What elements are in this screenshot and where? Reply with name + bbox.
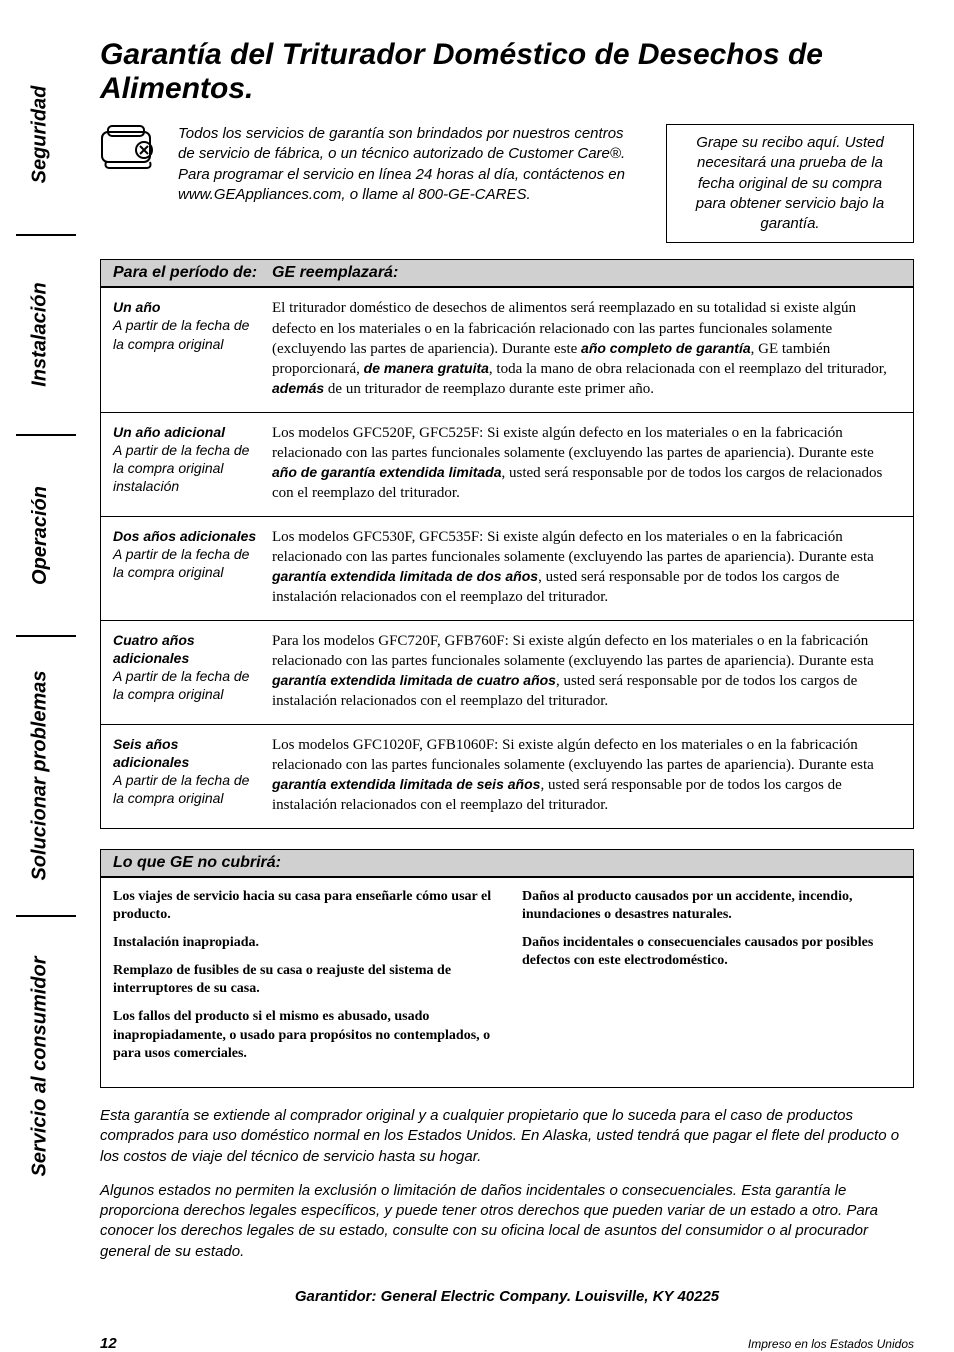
warranty-period: Dos años adicionales A partir de la fech… (101, 527, 266, 608)
exclusion-item: Daños incidentales o consecuenciales cau… (522, 934, 901, 970)
warranty-header-period: Para el período de: (101, 264, 266, 282)
exclusion-item: Daños al producto causados por un accide… (522, 888, 901, 924)
warranty-header: Para el período de: GE reemplazará: (101, 259, 913, 288)
warranty-description: Los modelos GFC530F, GFC535F: Si existe … (266, 527, 913, 608)
tab-solucionar[interactable]: Solucionar problemas (0, 637, 80, 915)
receipt-box: Grape su recibo aquí. Usted necesitará u… (666, 124, 914, 243)
exclusions-box: Lo que GE no cubrirá: Los viajes de serv… (100, 849, 914, 1089)
page-number: 12 (100, 1335, 117, 1352)
exclusions-col-right: Daños al producto causados por un accide… (522, 888, 901, 1074)
warranty-description: Los modelos GFC1020F, GFB1060F: Si exist… (266, 735, 913, 816)
period-sub: A partir de la fecha de la compra origin… (113, 317, 249, 351)
warranty-header-replace: GE reemplazará: (266, 264, 913, 282)
warranty-row: Un año A partir de la fecha de la compra… (101, 288, 913, 412)
intro-text: Todos los servicios de garantía son brin… (178, 124, 650, 205)
warranty-period: Cuatro años adicionales A partir de la f… (101, 631, 266, 712)
page-title: Garantía del Triturador Doméstico de Des… (100, 38, 914, 106)
warranty-description: El triturador doméstico de desechos de a… (266, 298, 913, 399)
period-title: Un año (113, 299, 160, 315)
warranty-row: Seis años adicionales A partir de la fec… (101, 725, 913, 828)
period-sub: A partir de la fecha de la compra origin… (113, 546, 249, 580)
exclusion-item: Remplazo de fusibles de su casa o reajus… (113, 962, 492, 998)
warranty-description: Los modelos GFC520F, GFC525F: Si existe … (266, 423, 913, 504)
tab-label: Seguridad (29, 85, 52, 183)
warranty-period: Un año A partir de la fecha de la compra… (101, 298, 266, 399)
tab-label: Servicio al consumidor (29, 956, 52, 1176)
warranty-table: Para el período de: GE reemplazará: Un a… (100, 259, 914, 828)
period-sub: A partir de la fecha de la compra origin… (113, 772, 249, 806)
exclusion-item: Instalación inapropiada. (113, 934, 492, 952)
warranty-description: Para los modelos GFC720F, GFB760F: Si ex… (266, 631, 913, 712)
disclaimer-1: Esta garantía se extiende al comprador o… (100, 1106, 914, 1167)
warranty-row: Un año adicional A partir de la fecha de… (101, 413, 913, 517)
warranty-period: Un año adicional A partir de la fecha de… (101, 423, 266, 504)
period-title: Cuatro años adicionales (113, 632, 195, 666)
exclusion-item: Los fallos del producto si el mismo es a… (113, 1008, 492, 1063)
printed-in: Impreso en los Estados Unidos (748, 1337, 914, 1351)
exclusion-item: Los viajes de servicio hacia su casa par… (113, 888, 492, 924)
side-tabs: Seguridad Instalación Operación Solucion… (0, 35, 80, 1215)
period-title: Un año adicional (113, 424, 225, 440)
warranty-period: Seis años adicionales A partir de la fec… (101, 735, 266, 816)
page-footer: 12 Impreso en los Estados Unidos (100, 1335, 914, 1352)
exclusions-body: Los viajes de servicio hacia su casa par… (101, 878, 913, 1088)
disposer-icon (100, 124, 162, 172)
exclusions-col-left: Los viajes de servicio hacia su casa par… (113, 888, 492, 1074)
tab-label: Operación (29, 486, 52, 585)
exclusions-header: Lo que GE no cubrirá: (101, 849, 913, 878)
page-content: Garantía del Triturador Doméstico de Des… (100, 0, 954, 1352)
period-sub: A partir de la fecha de la compra origin… (113, 442, 249, 494)
tab-instalacion[interactable]: Instalación (0, 236, 80, 435)
tab-label: Instalación (29, 283, 52, 387)
period-title: Seis años adicionales (113, 736, 189, 770)
warranty-row: Dos años adicionales A partir de la fech… (101, 517, 913, 621)
warranty-row: Cuatro años adicionales A partir de la f… (101, 621, 913, 725)
period-title: Dos años adicionales (113, 528, 256, 544)
warrantor: Garantidor: General Electric Company. Lo… (100, 1288, 914, 1305)
period-sub: A partir de la fecha de la compra origin… (113, 668, 249, 702)
tab-servicio[interactable]: Servicio al consumidor (0, 917, 80, 1215)
tab-seguridad[interactable]: Seguridad (0, 35, 80, 234)
intro-row: Todos los servicios de garantía son brin… (100, 124, 914, 243)
tab-operacion[interactable]: Operación (0, 436, 80, 635)
tab-label: Solucionar problemas (29, 671, 52, 881)
disclaimer-2: Algunos estados no permiten la exclusión… (100, 1181, 914, 1262)
